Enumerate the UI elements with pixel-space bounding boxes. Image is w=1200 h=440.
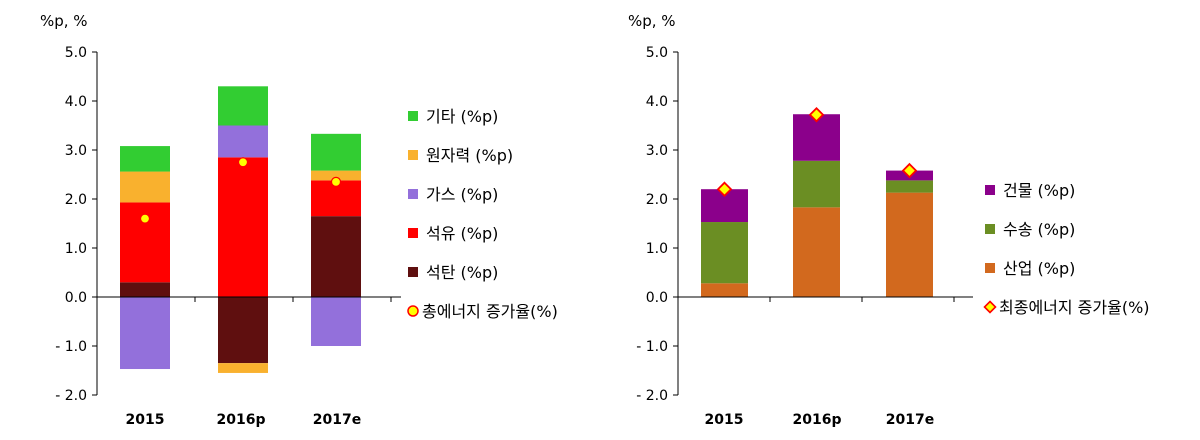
x-tick-label: 2016p	[793, 412, 842, 428]
marker-point	[330, 176, 342, 187]
bar-segment	[218, 157, 268, 297]
x-tick-label: 2015	[126, 412, 165, 428]
bar-segment	[701, 283, 748, 297]
y-tick-label: - 1.0	[55, 339, 87, 355]
bar-segment	[120, 282, 170, 297]
legend: 건물 (%p) 수송 (%p) 산업 (%p) 최종에너지 증가율(%)	[983, 181, 1150, 317]
legend-swatch	[408, 267, 418, 277]
marker-point	[716, 181, 733, 197]
bar-segment	[218, 363, 268, 373]
legend-swatch	[408, 150, 418, 160]
bar-segment	[311, 170, 361, 181]
legend-label: 총에너지 증가율(%)	[422, 302, 558, 321]
y-tick-label: - 2.0	[55, 388, 87, 404]
bar-segment	[218, 297, 268, 364]
bar-segment	[120, 171, 170, 203]
legend-swatch	[408, 111, 418, 121]
y-tick-label: - 1.0	[636, 339, 668, 355]
y-tick-label: 3.0	[65, 143, 87, 159]
bars	[120, 86, 361, 373]
chart-1: %p, % 5.0 4.0 3.0 2.0 1.0 0.0 - 1.0 - 2.0 2015 201…	[40, 12, 558, 428]
legend-swatch	[408, 228, 418, 238]
bar-segment	[886, 180, 933, 193]
legend-label: 최종에너지 증가율(%)	[999, 298, 1150, 317]
marker-point	[139, 213, 151, 224]
y-tick-label: 1.0	[65, 241, 87, 257]
legend-swatch	[985, 185, 995, 195]
unit-label: %p, %	[628, 12, 676, 30]
bar-segment	[218, 86, 268, 126]
marker-point	[901, 162, 918, 179]
legend-marker	[407, 305, 419, 317]
legend-label: 건물 (%p)	[1003, 181, 1075, 200]
chart-2: %p, % 5.0 4.0 3.0 2.0 1.0 0.0 - 1.0 - 2.0 2015 201…	[628, 12, 1150, 428]
bar-segment	[120, 146, 170, 172]
y-tick-label: 2.0	[65, 192, 87, 208]
y-tick-label: 1.0	[646, 241, 668, 257]
x-tick-label: 2015	[705, 412, 744, 428]
x-tick-label: 2016p	[217, 412, 266, 428]
bars	[701, 114, 933, 297]
legend-label: 가스 (%p)	[426, 185, 498, 204]
bar-segment	[793, 160, 840, 208]
legend-label: 석탄 (%p)	[426, 263, 498, 282]
bar-segment	[311, 297, 361, 346]
legend-marker	[983, 300, 997, 314]
y-tick-label: 0.0	[646, 290, 668, 306]
bar-segment	[120, 297, 170, 370]
legend-swatch	[985, 263, 995, 273]
y-tick-label: 4.0	[646, 94, 668, 110]
legend-label: 석유 (%p)	[426, 224, 498, 243]
bar-segment	[701, 222, 748, 284]
legend: 기타 (%p) 원자력 (%p) 가스 (%p) 석유 (%p) 석탄 (%p) 총에너지…	[407, 107, 558, 321]
y-tick-label: 5.0	[646, 45, 668, 61]
marker-point	[808, 106, 825, 123]
legend-label: 원자력 (%p)	[426, 146, 513, 165]
y-tick-label: 5.0	[65, 45, 87, 61]
legend-label: 기타 (%p)	[426, 107, 498, 126]
legend-swatch	[985, 224, 995, 234]
legend-swatch	[408, 189, 418, 199]
bar-segment	[218, 125, 268, 158]
legend-label: 수송 (%p)	[1003, 220, 1075, 239]
x-tick-label: 2017e	[313, 412, 361, 428]
unit-label: %p, %	[40, 12, 88, 30]
y-tick-label: 2.0	[646, 192, 668, 208]
bar-segment	[793, 207, 840, 297]
marker-point	[237, 157, 249, 168]
bar-segment	[311, 216, 361, 297]
bar-segment	[886, 192, 933, 297]
bar-segment	[311, 133, 361, 171]
y-tick-label: - 2.0	[636, 388, 668, 404]
y-tick-label: 0.0	[65, 290, 87, 306]
x-tick-label: 2017e	[886, 412, 934, 428]
legend-label: 산업 (%p)	[1003, 259, 1075, 278]
y-tick-label: 4.0	[65, 94, 87, 110]
y-tick-label: 3.0	[646, 143, 668, 159]
